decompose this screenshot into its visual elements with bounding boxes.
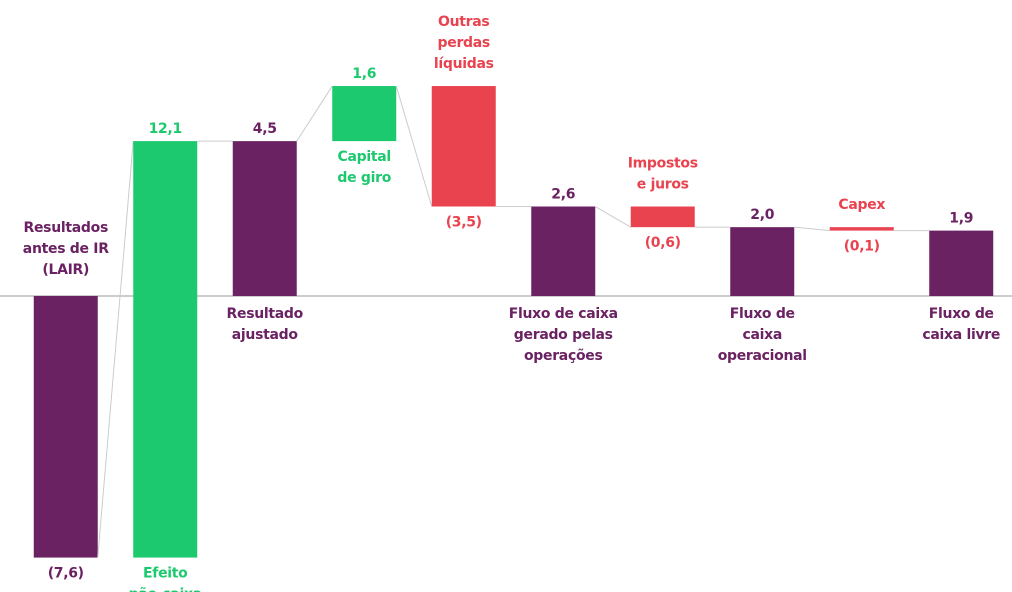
bar <box>133 141 198 558</box>
value-label: 2,6 <box>551 187 575 203</box>
category-label-line: Resultado <box>227 306 304 322</box>
category-label-line: Efeito <box>143 566 188 582</box>
connector <box>794 226 830 232</box>
category-label: Capital de giro <box>337 149 391 186</box>
category-label: Resultados antes de IR (LAIR) <box>23 220 109 278</box>
bar <box>33 296 98 558</box>
category-label-line: Fluxo de <box>929 306 994 322</box>
value-label: 2,0 <box>750 207 774 223</box>
category-label-line: caixa livre <box>922 327 1000 343</box>
category-label-line: (LAIR) <box>42 262 89 278</box>
category-label: Resultado ajustado <box>227 306 304 343</box>
category-label-line: operacional <box>718 348 807 364</box>
category-label-line: gerado pelas <box>514 327 613 343</box>
category-label-line: Resultados <box>24 220 109 236</box>
category-label: Fluxo de caixa livre <box>922 306 1000 343</box>
category-label-line: de giro <box>337 170 391 186</box>
value-label: (0,6) <box>645 235 681 251</box>
category-label: Fluxo de caixa operacional <box>718 306 807 364</box>
value-label: 12,1 <box>149 121 182 137</box>
bar <box>531 206 596 296</box>
value-label: 1,9 <box>949 211 973 227</box>
category-label-line: perdas <box>438 35 490 51</box>
bar <box>332 86 397 142</box>
category-label: Outras perdas líquidas <box>434 14 494 72</box>
category-label-line: antes de IR <box>23 241 109 257</box>
bar <box>929 230 994 296</box>
connector <box>97 141 134 558</box>
value-label: 4,5 <box>253 121 277 137</box>
category-label: Efeito não-caixa <box>129 566 202 592</box>
value-label: (0,1) <box>844 239 880 255</box>
category-label-line: Outras <box>438 14 489 30</box>
value-label: 1,6 <box>352 66 376 82</box>
bar <box>730 227 795 296</box>
connector <box>395 85 433 207</box>
category-label-line: Fluxo de <box>730 306 795 322</box>
bar <box>232 141 297 296</box>
category-label-line: Capex <box>838 197 885 213</box>
category-label-line: líquidas <box>434 56 494 72</box>
category-label-line: Impostos <box>628 156 698 172</box>
category-label-line: ajustado <box>232 327 299 343</box>
category-label: Capex <box>838 197 885 213</box>
category-label-line: e juros <box>637 177 689 193</box>
bar <box>431 86 496 207</box>
category-label-line: Capital <box>338 149 391 165</box>
connector <box>296 85 333 142</box>
bar <box>829 227 894 231</box>
category-label-line: caixa <box>742 327 782 343</box>
category-label: Impostos e juros <box>628 156 698 193</box>
value-label: (3,5) <box>446 215 482 231</box>
category-label-line: não-caixa <box>129 587 202 592</box>
value-label: (7,6) <box>48 566 84 582</box>
bar <box>630 206 695 228</box>
category-label: Fluxo de caixa gerado pelas operações <box>509 306 618 364</box>
category-label-line: operações <box>524 348 603 364</box>
connector <box>594 206 632 228</box>
category-label-line: Fluxo de caixa <box>509 306 618 322</box>
